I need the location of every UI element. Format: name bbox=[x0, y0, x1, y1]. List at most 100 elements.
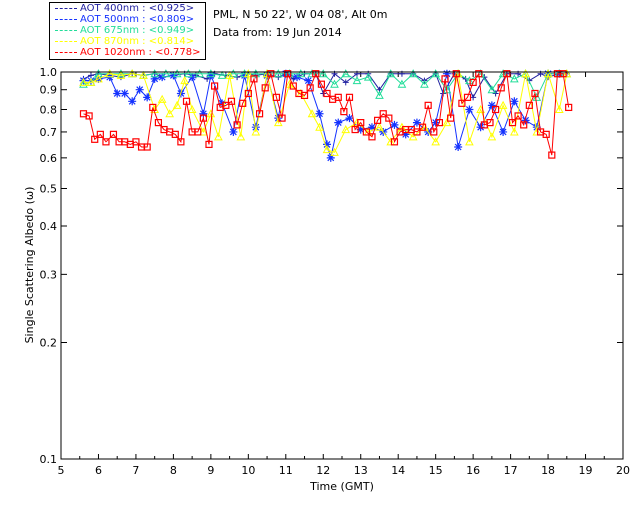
data-point bbox=[390, 138, 399, 146]
data-point bbox=[470, 94, 477, 101]
legend-label: AOT 400nm : <0.925> bbox=[80, 3, 195, 14]
data-point bbox=[85, 112, 93, 120]
data-point bbox=[135, 85, 144, 94]
data-point bbox=[251, 69, 261, 78]
data-point bbox=[326, 153, 335, 162]
data-point bbox=[143, 143, 151, 151]
data-point bbox=[367, 123, 376, 132]
data-point bbox=[357, 119, 365, 127]
data-point bbox=[273, 118, 283, 127]
data-point bbox=[352, 118, 362, 127]
data-point bbox=[532, 127, 542, 136]
data-point bbox=[375, 90, 384, 99]
data-point bbox=[442, 69, 451, 78]
data-point bbox=[273, 69, 283, 78]
legend-swatch bbox=[55, 19, 77, 20]
data-point bbox=[379, 110, 387, 118]
data-point bbox=[102, 138, 110, 146]
y-tick-label: 0.3 bbox=[40, 268, 58, 281]
data-point bbox=[510, 127, 519, 136]
data-point bbox=[469, 78, 477, 86]
axis-ticks bbox=[60, 71, 624, 460]
data-point bbox=[323, 89, 331, 98]
data-point bbox=[412, 118, 421, 127]
data-point bbox=[514, 112, 522, 120]
data-point bbox=[487, 101, 496, 110]
data-point bbox=[233, 121, 241, 129]
legend-item-870: AOT 870nm : <0.814> bbox=[50, 36, 205, 47]
data-point bbox=[431, 137, 441, 146]
series-line bbox=[83, 73, 568, 153]
data-point bbox=[492, 105, 500, 114]
data-point bbox=[139, 70, 148, 79]
x-tick-label: 9 bbox=[207, 464, 214, 477]
location-text: PML, N 50 22', W 04 08', Alt 0m bbox=[213, 8, 388, 21]
data-point bbox=[205, 140, 213, 149]
x-tick-label: 14 bbox=[391, 464, 405, 477]
data-point bbox=[531, 89, 539, 98]
legend-label: AOT 870nm : <0.814> bbox=[80, 36, 195, 47]
data-point bbox=[368, 133, 376, 141]
legend-item-1020: AOT 1020nm : <0.778> bbox=[50, 47, 205, 58]
data-point bbox=[520, 121, 528, 129]
data-point bbox=[565, 103, 573, 112]
data-point bbox=[492, 90, 499, 97]
y-tick-label: 1.0 bbox=[40, 66, 58, 79]
data-point bbox=[503, 70, 511, 78]
y-tick-label: 0.8 bbox=[40, 104, 58, 117]
data-point bbox=[199, 109, 208, 118]
data-point bbox=[341, 125, 351, 134]
data-point bbox=[239, 99, 247, 107]
data-point bbox=[340, 108, 348, 116]
data-point bbox=[486, 119, 494, 127]
data-point bbox=[497, 84, 505, 92]
data-point bbox=[386, 69, 396, 78]
x-axis-title: Time (GMT) bbox=[309, 480, 374, 493]
data-point bbox=[172, 69, 182, 78]
data-point bbox=[420, 79, 429, 88]
data-point bbox=[120, 89, 129, 98]
y-tick-label: 0.7 bbox=[40, 126, 58, 139]
data-point bbox=[322, 145, 332, 154]
x-tick-label: 6 bbox=[95, 464, 102, 477]
legend-item-500: AOT 500nm : <0.809> bbox=[50, 14, 205, 25]
data-point bbox=[182, 97, 191, 105]
data-point bbox=[296, 69, 306, 78]
data-point bbox=[96, 130, 104, 138]
data-point bbox=[435, 119, 444, 127]
data-point bbox=[342, 79, 349, 86]
data-point bbox=[458, 99, 466, 107]
legend: AOT 400nm : <0.925> AOT 500nm : <0.809> … bbox=[49, 2, 206, 60]
data-point bbox=[304, 76, 313, 85]
data-point bbox=[199, 114, 207, 122]
data-point bbox=[532, 123, 541, 132]
data-point bbox=[161, 69, 171, 78]
series-aot-675nm bbox=[79, 69, 572, 101]
data-point bbox=[465, 105, 474, 114]
y-tick-label: 0.1 bbox=[40, 453, 58, 466]
x-tick-label: 15 bbox=[429, 464, 443, 477]
legend-item-675: AOT 675nm : <0.949> bbox=[50, 25, 205, 36]
data-point bbox=[363, 72, 373, 81]
series-line bbox=[83, 71, 570, 156]
legend-swatch bbox=[55, 30, 77, 31]
data-point bbox=[559, 70, 567, 78]
date-text: Data from: 19 Jun 2014 bbox=[213, 26, 342, 39]
data-point bbox=[150, 74, 159, 83]
data-point bbox=[195, 69, 204, 78]
tick-labels: 5 6 7 8 9 10 11 12 13 14 15 16 17 18 19 20 0.1 0.2 0.3 0.4 0… bbox=[40, 66, 631, 477]
data-point bbox=[465, 137, 474, 146]
data-point bbox=[408, 69, 418, 78]
data-point bbox=[165, 109, 174, 118]
data-point bbox=[465, 76, 474, 85]
plot-frame bbox=[60, 71, 624, 460]
data-point bbox=[330, 147, 339, 156]
data-point bbox=[320, 90, 327, 97]
data-point bbox=[113, 89, 122, 98]
data-point bbox=[554, 104, 564, 114]
data-point bbox=[284, 70, 292, 78]
data-point bbox=[306, 84, 314, 92]
data-point bbox=[184, 69, 193, 78]
data-point bbox=[487, 85, 497, 94]
